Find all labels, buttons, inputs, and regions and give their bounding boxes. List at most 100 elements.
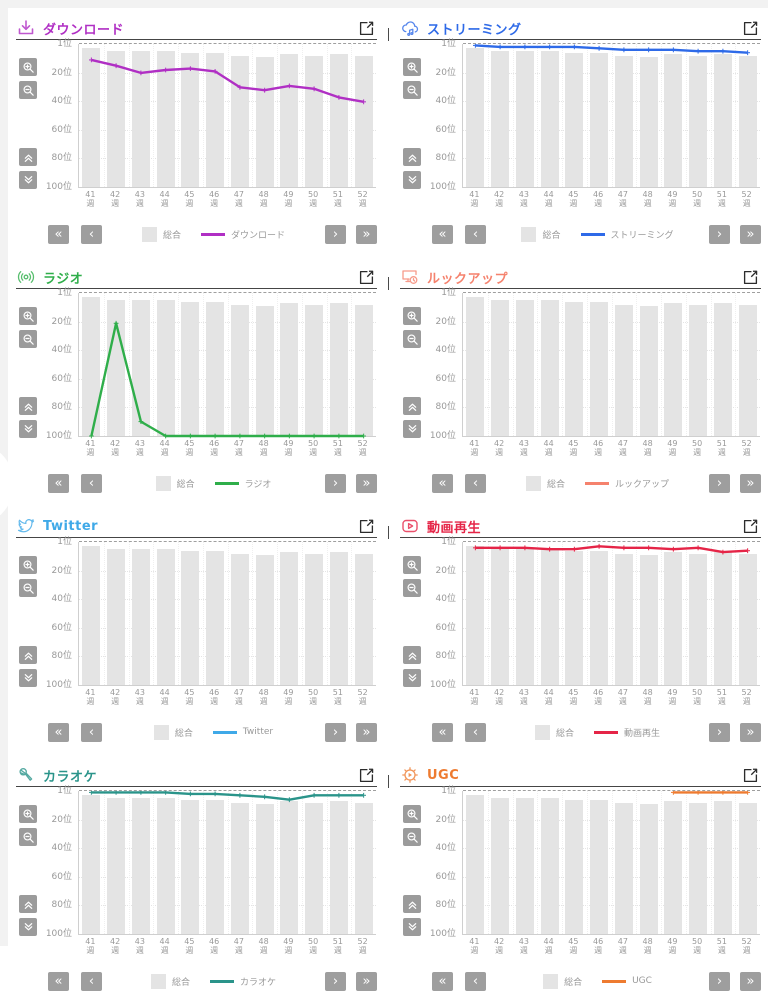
x-tick-week-suffix: 週 (185, 697, 194, 706)
zoom-in-button[interactable] (403, 805, 421, 823)
last-page-button[interactable]: » (740, 473, 761, 493)
prev-page-button[interactable]: ‹ (81, 971, 102, 991)
prev-page-button[interactable]: ‹ (465, 971, 486, 991)
scroll-up-button[interactable] (19, 646, 37, 664)
gridline-vertical (661, 542, 662, 685)
scroll-up-button[interactable] (403, 895, 421, 913)
scroll-down-button[interactable] (19, 918, 37, 936)
x-tick-week-suffix: 週 (717, 946, 726, 955)
next-page-button[interactable]: › (325, 722, 346, 742)
zoom-in-button[interactable] (19, 58, 37, 76)
overall-bar (280, 303, 299, 436)
prev-page-button[interactable]: ‹ (81, 473, 102, 493)
prev-page-button[interactable]: ‹ (81, 224, 102, 244)
zoom-out-button[interactable] (403, 81, 421, 99)
overall-bar (181, 52, 200, 187)
x-tick-week-suffix: 週 (333, 697, 342, 706)
scroll-up-button[interactable] (403, 148, 421, 166)
scroll-up-button[interactable] (19, 895, 37, 913)
x-tick: 45 週 (561, 190, 585, 208)
x-tick-week-number: 41 (85, 937, 96, 946)
first-page-button[interactable]: « (48, 971, 69, 991)
panel-header: カラオケ (16, 764, 377, 786)
x-tick-week-number: 50 (308, 190, 319, 199)
scroll-up-button[interactable] (403, 646, 421, 664)
scroll-up-button[interactable] (19, 397, 37, 415)
zoom-out-button[interactable] (19, 579, 37, 597)
zoom-out-button[interactable] (403, 579, 421, 597)
next-page-button[interactable]: › (709, 473, 730, 493)
prev-page-button[interactable]: ‹ (81, 722, 102, 742)
x-tick: 48 週 (252, 439, 276, 457)
legend: 総合 カラオケ (102, 973, 325, 989)
first-page-button[interactable]: « (432, 971, 453, 991)
scroll-up-button[interactable] (403, 397, 421, 415)
overall-bar (614, 802, 633, 934)
zoom-out-button[interactable] (403, 330, 421, 348)
x-tick-week-suffix: 週 (333, 946, 342, 955)
next-page-button[interactable]: › (709, 722, 730, 742)
zoom-in-button[interactable] (19, 307, 37, 325)
last-page-button[interactable]: » (356, 722, 377, 742)
expand-button[interactable] (741, 18, 761, 38)
expand-button[interactable] (741, 765, 761, 785)
prev-page-button[interactable]: ‹ (465, 224, 486, 244)
prev-page-button[interactable]: ‹ (465, 722, 486, 742)
first-page-button[interactable]: « (48, 722, 69, 742)
zoom-out-button[interactable] (19, 828, 37, 846)
x-tick-week-suffix: 週 (717, 448, 726, 457)
overall-bar (540, 798, 559, 934)
x-tick-week-number: 51 (332, 937, 343, 946)
scroll-down-button[interactable] (403, 669, 421, 687)
expand-button[interactable] (357, 516, 377, 536)
last-page-button[interactable]: » (740, 722, 761, 742)
first-page-button[interactable]: « (432, 473, 453, 493)
gridline-vertical (636, 791, 638, 934)
x-tick: 43 週 (128, 439, 152, 457)
zoom-in-button[interactable] (403, 307, 421, 325)
scroll-down-button[interactable] (403, 420, 421, 438)
last-page-button[interactable]: » (356, 473, 377, 493)
scroll-up-button[interactable] (19, 148, 37, 166)
next-page-button[interactable]: › (325, 971, 346, 991)
expand-button[interactable] (741, 516, 761, 536)
expand-button[interactable] (357, 18, 377, 38)
expand-button[interactable] (357, 267, 377, 287)
zoom-out-button[interactable] (19, 330, 37, 348)
next-page-button[interactable]: › (325, 224, 346, 244)
last-page-button[interactable]: » (356, 971, 377, 991)
overall-bar (131, 51, 150, 187)
first-page-button[interactable]: « (48, 224, 69, 244)
scroll-down-button[interactable] (19, 420, 37, 438)
x-tick: 45 週 (561, 688, 585, 706)
last-page-button[interactable]: » (740, 971, 761, 991)
zoom-out-button[interactable] (19, 81, 37, 99)
gridline-vertical (277, 293, 278, 436)
next-page-button[interactable]: › (709, 971, 730, 991)
lookup-icon (400, 267, 420, 287)
last-page-button[interactable]: » (356, 224, 377, 244)
zoom-in-button[interactable] (19, 805, 37, 823)
zoom-in-button[interactable] (19, 556, 37, 574)
first-page-button[interactable]: « (432, 722, 453, 742)
scroll-down-button[interactable] (403, 918, 421, 936)
zoom-out-button[interactable] (403, 828, 421, 846)
expand-button[interactable] (741, 267, 761, 287)
first-page-button[interactable]: « (432, 224, 453, 244)
overall-bar (614, 553, 633, 685)
next-page-button[interactable]: › (325, 473, 346, 493)
prev-page-button[interactable]: ‹ (465, 473, 486, 493)
next-page-button[interactable]: › (709, 224, 730, 244)
scroll-down-button[interactable] (403, 171, 421, 189)
expand-button[interactable] (357, 765, 377, 785)
chart-panel-8: UGC 1位 20位 40位 60位 80位 100位 41 週 42 週 43 週 44 週 45 週 46… (384, 755, 768, 1004)
x-tick-week-number: 46 (209, 190, 220, 199)
gridline-vertical (710, 293, 712, 436)
first-page-button[interactable]: « (48, 473, 69, 493)
last-page-button[interactable]: » (740, 224, 761, 244)
zoom-in-button[interactable] (403, 556, 421, 574)
zoom-in-button[interactable] (403, 58, 421, 76)
x-tick-week-number: 47 (233, 937, 244, 946)
scroll-down-button[interactable] (19, 669, 37, 687)
scroll-down-button[interactable] (19, 171, 37, 189)
